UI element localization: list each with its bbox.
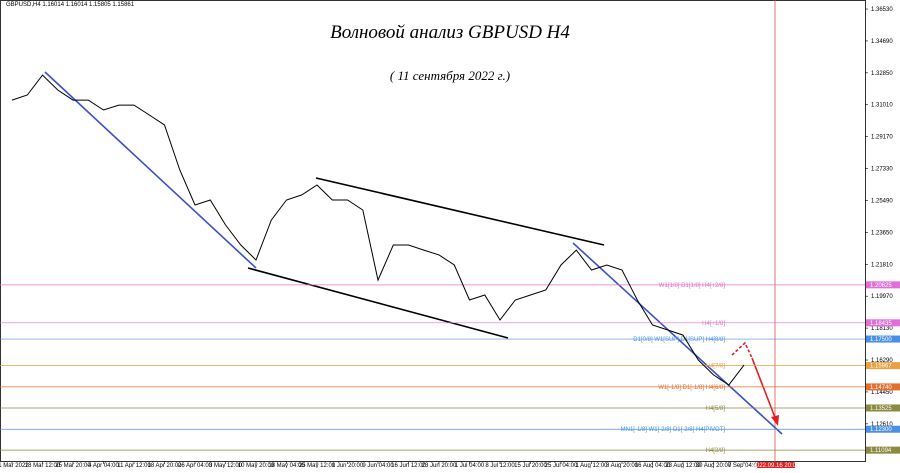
level-value: 1.13525 — [870, 406, 892, 412]
level-value: 1.17500 — [870, 337, 892, 343]
level-value: 1.20625 — [870, 283, 892, 289]
level-tag — [866, 425, 900, 433]
x-tick-label: 25 Jul 04:00 — [545, 463, 578, 468]
level-tag — [866, 319, 900, 327]
chart-subtitle: ( 11 сентября 2022 г.) — [390, 68, 510, 83]
x-tick-label: 23 Aug 12:00 — [665, 463, 701, 468]
x-tick-label: 9 Jun 04:00 — [362, 463, 394, 468]
x-tick-label: 26 Apr 04:00 — [178, 463, 213, 468]
level-tag — [866, 362, 900, 370]
x-tick-label: 7 Sep 04:00 — [728, 463, 761, 468]
x-tick-label: 18 Mar 12:00 — [25, 463, 61, 468]
x-tick-label: 3 May 12:00 — [209, 463, 243, 468]
level-text: D1[0/8] W1[SUP] D1[SUP] H4[8/8] — [633, 337, 725, 343]
level-tag — [866, 404, 900, 412]
x-tick-label: 11 Apr 12:00 — [117, 463, 151, 468]
y-tick-label: 1.23650 — [871, 230, 893, 236]
x-tick-label: 11 Mar 2022 — [0, 463, 29, 468]
level-tag — [866, 335, 900, 343]
level-text: H4[+1/8] — [702, 321, 725, 327]
y-tick-label: 1.34690 — [871, 39, 893, 45]
y-tick-label: 1.21810 — [871, 262, 893, 268]
y-tick-label: 1.31010 — [871, 103, 893, 109]
level-value: 1.11094 — [870, 448, 892, 454]
arrow-head — [771, 415, 779, 426]
plot-frame — [0, 0, 866, 462]
x-tick-label: 16 Aug 04:00 — [635, 463, 671, 468]
x-tick-label: 25 Mar 20:00 — [55, 463, 91, 468]
price-line — [11, 74, 745, 386]
level-text: H4[7/8] — [706, 364, 726, 370]
y-tick-label: 1.12610 — [871, 422, 893, 428]
level-value: 1.12300 — [870, 427, 892, 433]
level-tag — [866, 383, 900, 391]
level-text: MN1[-1/8] W1[-2/8] D1[-2/8] H4[PIVOT] — [621, 427, 726, 433]
y-tick-label: 1.32850 — [871, 71, 893, 77]
y-tick-label: 1.16290 — [871, 358, 893, 364]
y-tick-label: 1.19970 — [871, 294, 893, 300]
chart-title: Волновой анализ GBPUSD H4 — [330, 22, 570, 43]
level-tag — [866, 281, 900, 289]
x-tick-label: 1 Jul 04:00 — [455, 463, 485, 468]
future-tag — [757, 462, 795, 468]
x-tick-label: 1 Aug 12:00 — [575, 463, 608, 468]
forecast-arrow — [751, 357, 777, 421]
x-tick-label: 18 Apr 20:00 — [147, 463, 182, 468]
level-text: W1[1/8] D1[1/8] H4[+2/8] — [659, 283, 726, 289]
x-tick-label: 4 Apr 04:00 — [88, 463, 119, 468]
y-tick-label: 1.29170 — [871, 135, 893, 141]
y-tick-label: 1.27330 — [871, 167, 893, 173]
x-tick-label: 25 May 12:00 — [299, 463, 336, 468]
level-value: 1.14740 — [870, 385, 892, 391]
level-text: H4[5/8] — [706, 406, 726, 412]
x-tick-label: 1 Jun 20:00 — [332, 463, 364, 468]
y-tick-label: 1.18130 — [871, 326, 893, 332]
level-value: 1.18435 — [870, 321, 892, 327]
level-value: 1.15967 — [870, 364, 892, 370]
level-text: W1[-1/8] D1[-1/8] H4[6/8] — [658, 385, 725, 391]
forecast-arrow — [731, 341, 753, 359]
x-tick-label: 15 Jul 20:00 — [514, 463, 547, 468]
level-text: H4[3/8] — [706, 448, 726, 454]
y-tick-label: 1.25490 — [871, 198, 893, 204]
level-tag — [866, 446, 900, 454]
x-tick-label: 8 Aug 20:00 — [606, 463, 639, 468]
x-tick-label: 16 Jun 12:00 — [391, 463, 426, 468]
trend-line — [572, 242, 783, 435]
x-tick-label: 23 Jun 20:00 — [422, 463, 457, 468]
trend-line — [44, 71, 257, 269]
x-tick-label: 8 Jul 12:00 — [485, 463, 515, 468]
y-tick-label: 1.14450 — [871, 390, 893, 396]
x-tick-label: 18 May 04:00 — [268, 463, 305, 468]
x-tick-label: 10 May 20:00 — [238, 463, 275, 468]
y-tick-label: 1.36530 — [871, 7, 893, 13]
channel-line — [247, 267, 509, 339]
trend-lines — [44, 71, 783, 435]
x-tick-label: 30 Aug 20:00 — [696, 463, 732, 468]
future-label: 2022.09.16 20:00 — [753, 463, 800, 468]
channel-line — [315, 177, 605, 246]
symbol-info: GBPUSD,H4 1.16014 1.16014 1.15805 1.1586… — [6, 2, 135, 8]
